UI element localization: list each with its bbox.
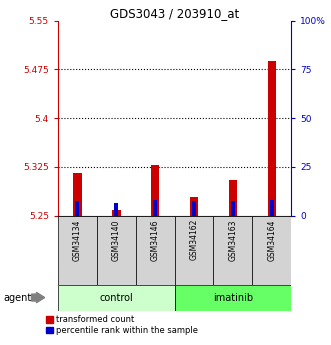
Bar [58,216,97,285]
Bar [175,216,213,285]
Text: GSM34163: GSM34163 [228,219,237,260]
Bar [267,61,276,216]
Bar [192,201,196,216]
Text: imatinib: imatinib [213,293,253,303]
Bar [213,216,252,285]
Text: GSM34140: GSM34140 [112,219,121,260]
Text: GSM34146: GSM34146 [151,219,160,260]
Text: GSM34134: GSM34134 [73,219,82,260]
Bar [58,285,175,310]
Bar [73,174,82,216]
Bar [252,216,291,285]
Bar [75,201,79,216]
Bar [153,200,157,216]
Bar [190,197,198,216]
Text: agent: agent [3,293,31,303]
Text: GSM34164: GSM34164 [267,219,276,260]
Text: control: control [99,293,133,303]
Bar [136,216,175,285]
Bar [270,200,274,216]
Bar [114,203,118,216]
Title: GDS3043 / 203910_at: GDS3043 / 203910_at [110,7,239,20]
Bar [151,165,160,216]
Legend: transformed count, percentile rank within the sample: transformed count, percentile rank withi… [46,315,199,336]
Bar [175,285,291,310]
Bar [231,201,235,216]
Bar [112,210,120,216]
Bar [97,216,136,285]
Bar [229,180,237,216]
Text: GSM34162: GSM34162 [190,219,199,260]
